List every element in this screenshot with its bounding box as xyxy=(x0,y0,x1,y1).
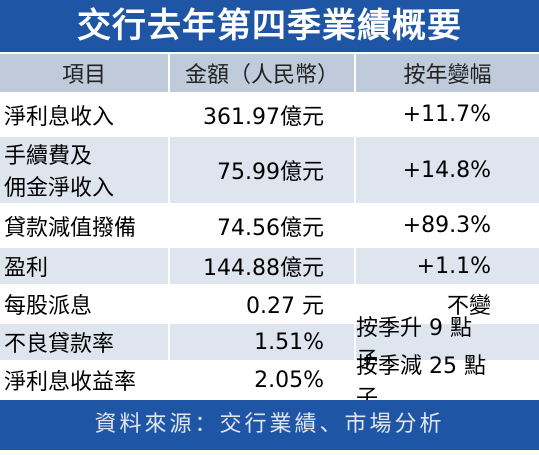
header-text: 項目 xyxy=(61,63,106,88)
cell-text: 淨利息收益率 xyxy=(4,370,137,395)
cell-text: 2.05% xyxy=(254,367,324,393)
table-cell: 按季減 25 點子 xyxy=(356,354,539,411)
table-cell: 0.27 元 xyxy=(170,286,356,322)
cell-text: 0.27 元 xyxy=(246,294,324,319)
cell-text: 不良貸款率 xyxy=(4,332,115,357)
table-cell: 貸款減值撥備 xyxy=(0,205,170,246)
cell-text: 淨利息收入 xyxy=(4,104,115,130)
table-cell: 不良貸款率 xyxy=(0,324,170,360)
cell-text: 361.97億元 xyxy=(203,104,324,130)
table-row: 貸款減值撥備 74.56億元 +89.3% xyxy=(0,205,539,248)
header-cell: 金額（人民幣） xyxy=(170,54,356,92)
table-cell: 不變 xyxy=(356,286,539,322)
table-row: 不良貸款率 1.51% 按季升 9 點子 xyxy=(0,316,539,373)
table-cell: +11.7% xyxy=(356,94,539,135)
cell-text: 1.51% xyxy=(254,329,324,355)
table-cell: 75.99億元 xyxy=(170,137,356,203)
header-text: 按年變幅 xyxy=(403,63,492,88)
table-row: 淨利息收入 361.97億元 +11.7% xyxy=(0,94,539,137)
table-cell: 淨利息收益率 xyxy=(0,362,170,398)
header-text: 金額（人民幣） xyxy=(184,63,339,88)
table-cell: 144.88億元 xyxy=(170,248,356,284)
table-cell: 手續費及 佣金淨收入 xyxy=(0,137,170,203)
cell-text: 75.99億元 xyxy=(217,160,324,185)
cell-text: +14.8% xyxy=(402,157,491,183)
table-row: 每股派息 0.27 元 不變 xyxy=(0,286,539,324)
cell-text-line: 手續費及 xyxy=(4,144,93,169)
table-cell: 盈利 xyxy=(0,248,170,284)
cell-text: 144.88億元 xyxy=(203,256,324,281)
table-cell: 361.97億元 xyxy=(170,94,356,135)
table-cell: 按季升 9 點子 xyxy=(356,316,539,373)
cell-text: 盈利 xyxy=(4,256,49,281)
cell-text: 按季升 9 點子 xyxy=(356,316,472,373)
cell-text: +1.1% xyxy=(416,253,491,279)
table-cell: +14.8% xyxy=(356,137,539,203)
cell-text-line: 佣金淨收入 xyxy=(4,176,115,201)
table-cell: 1.51% xyxy=(170,324,356,360)
cell-text: +89.3% xyxy=(402,213,491,238)
table: 項目 金額（人民幣） 按年變幅淨利息收入 361.97億元 +11.7% 手續費及佣金淨收… xyxy=(0,54,539,411)
cell-text: 74.56億元 xyxy=(217,215,324,241)
cell-text: 每股派息 xyxy=(4,294,93,319)
table-cell: 74.56億元 xyxy=(170,205,356,246)
cell-text: +11.7% xyxy=(402,102,491,127)
table-row: 手續費及佣金淨收入 75.99億元 +14.8% xyxy=(0,137,539,205)
cell-text: 不變 xyxy=(446,294,491,319)
cell-text: 貸款減值撥備 xyxy=(4,215,137,241)
table-cell: +1.1% xyxy=(356,248,539,284)
header-row: 項目 金額（人民幣） 按年變幅 xyxy=(0,54,539,94)
table-cell: 淨利息收入 xyxy=(0,94,170,135)
table-row: 淨利息收益率 2.05% 按季減 25 點子 xyxy=(0,354,539,411)
table-cell: 2.05% xyxy=(170,362,356,398)
title: 交行去年第四季業績概要 xyxy=(0,0,539,52)
table-cell: +89.3% xyxy=(356,205,539,246)
header-cell: 按年變幅 xyxy=(356,54,539,92)
source-note: 資料來源：交行業績、市場分析 xyxy=(0,400,539,450)
table-row: 盈利 144.88億元 +1.1% xyxy=(0,248,539,286)
table-cell: 每股派息 xyxy=(0,286,170,322)
header-cell: 項目 xyxy=(0,54,170,92)
